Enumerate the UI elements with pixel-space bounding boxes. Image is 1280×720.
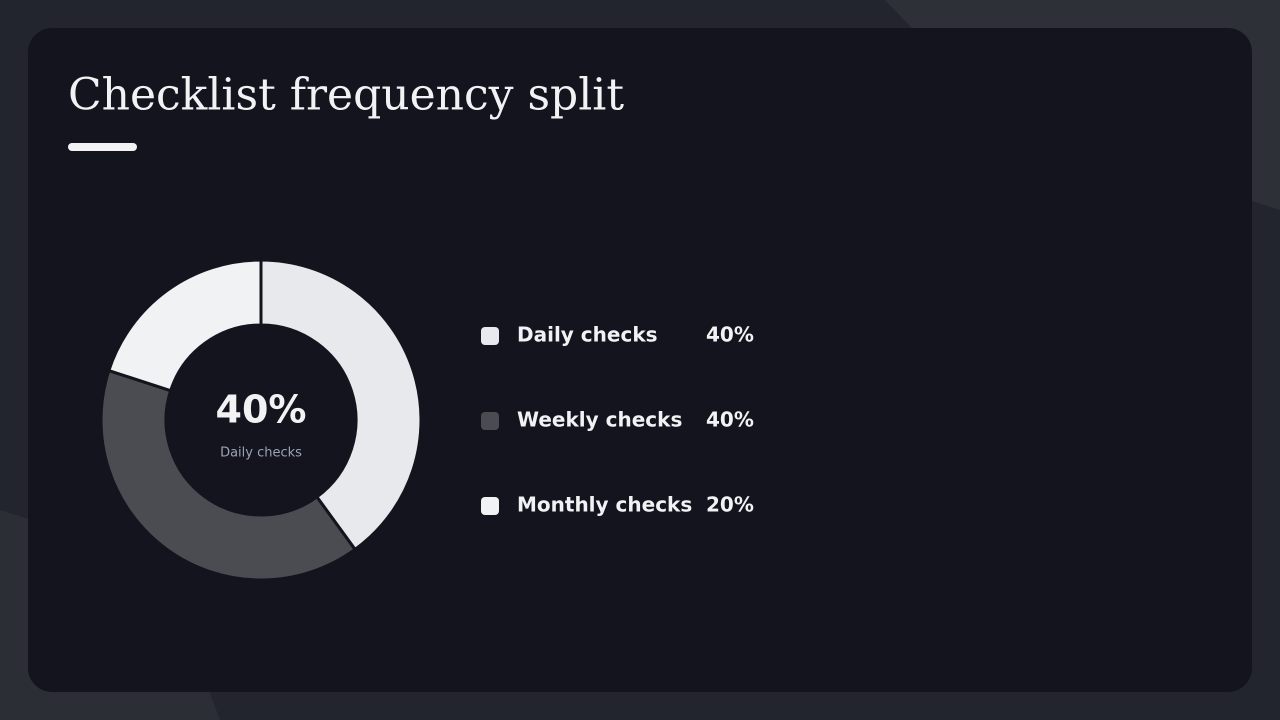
chart-title: Checklist frequency split: [68, 70, 624, 121]
center-value: 40%: [216, 388, 307, 432]
legend-label: Weekly checks: [517, 408, 682, 432]
center-label: Daily checks: [220, 446, 302, 461]
legend-value: 40%: [706, 408, 754, 432]
title-underline: [68, 143, 137, 151]
donut-segment: [259, 258, 423, 552]
legend-swatch: [481, 327, 499, 345]
legend-swatch: [481, 412, 499, 430]
legend-swatch: [481, 497, 499, 515]
donut-segment: [99, 368, 358, 582]
donut-segment: [106, 258, 263, 393]
legend-label: Daily checks: [517, 323, 658, 347]
donut: [99, 258, 423, 582]
legend-value: 20%: [706, 493, 754, 517]
legend: Daily checks 40% Weekly checks 40% Monthly c…: [481, 323, 754, 517]
card: [28, 28, 1252, 692]
legend-value: 40%: [706, 323, 754, 347]
legend-label: Monthly checks: [517, 493, 692, 517]
